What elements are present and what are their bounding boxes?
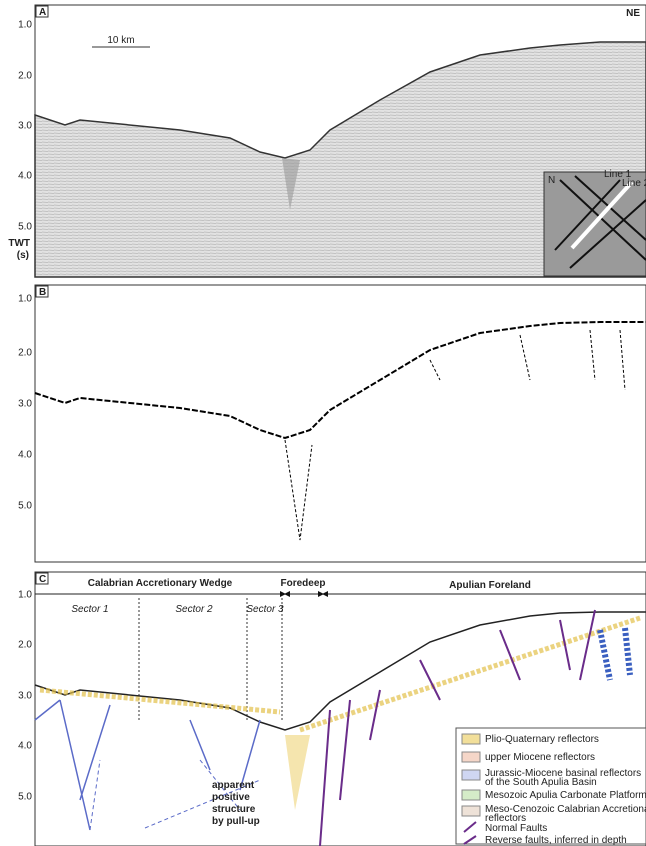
domain-label: Foredeep <box>280 578 325 589</box>
foredeep-fill <box>282 158 300 210</box>
tick-label: 3.0 <box>18 691 32 702</box>
tick-label: 5.0 <box>18 501 32 512</box>
axis-title: TWT <box>8 238 30 249</box>
legend-item: Reverse faults, inferred in depth <box>485 835 627 846</box>
scale-label: 10 km <box>107 35 134 46</box>
sector-label: Sector 1 <box>71 604 108 615</box>
tick-label: 4.0 <box>18 450 32 461</box>
tick-label: 3.0 <box>18 121 32 132</box>
domain-label: Calabrian Accretionary Wedge <box>88 578 233 589</box>
panel-label: A <box>39 7 46 18</box>
panel-label: C <box>39 574 46 585</box>
legend-item: Plio-Quaternary reflectors <box>485 734 599 745</box>
tick-label: 2.0 <box>18 348 32 359</box>
legend-item: reflectors <box>485 813 526 824</box>
inset-map: N Line 1 Line 2 <box>543 169 646 277</box>
tick-label: 1.0 <box>18 20 32 31</box>
legend-item: Meso-Cenozoic Calabrian Accretionary Wed… <box>485 804 646 815</box>
panel-label: B <box>39 287 46 298</box>
tick-label: 1.0 <box>18 590 32 601</box>
label-box <box>35 285 49 298</box>
tick-label: 2.0 <box>18 71 32 82</box>
sector-label: Sector 2 <box>175 604 213 615</box>
legend-item: upper Miocene reflectors <box>485 752 595 763</box>
tick-label: 2.0 <box>18 640 32 651</box>
annotation: apparent <box>212 780 255 791</box>
tick-label: 5.0 <box>18 792 32 803</box>
seafloor-reflector <box>34 321 646 440</box>
foredeep-fill <box>285 735 310 810</box>
sector-label: Sector 3 <box>246 604 284 615</box>
tick-label: 5.0 <box>18 222 32 233</box>
north-arrow: N <box>548 175 555 186</box>
tick-label: 4.0 <box>18 171 32 182</box>
tick-label: 4.0 <box>18 741 32 752</box>
inset-line-label: Line 1 <box>604 169 632 180</box>
label-box <box>35 572 49 585</box>
panel-b: B 1.0 2.0 3.0 4.0 5.0 <box>18 284 646 563</box>
domain-arrows <box>280 591 328 597</box>
plio-quaternary <box>39 615 641 733</box>
panel-frame <box>34 284 646 563</box>
annotation: structure <box>212 804 256 815</box>
normal-faults <box>319 609 596 846</box>
direction: NE <box>626 8 640 19</box>
seismic-section <box>34 41 646 278</box>
label-box <box>35 5 49 18</box>
legend-item: Jurassic-Miocene basinal reflectors <box>485 768 641 779</box>
reverse-faults <box>34 699 261 831</box>
panel-a: A NE 10 km 1.0 2.0 3.0 4.0 5.0 TWT (s) N… <box>8 4 646 278</box>
inset-line-label: Line 2 <box>622 178 646 189</box>
legend-item: Normal Faults <box>485 823 547 834</box>
axis-unit: (s) <box>17 250 29 261</box>
basinal-reflectors <box>597 627 633 681</box>
annotation: positive <box>212 792 250 803</box>
inferred-faults <box>89 759 261 831</box>
tick-label: 3.0 <box>18 399 32 410</box>
reflectors <box>284 329 626 541</box>
legend-item: of the South Apulia Basin <box>485 777 597 788</box>
panel-c: C Calabrian Accretionary Wedge Foredeep … <box>18 571 646 846</box>
legend: Plio-Quaternary reflectors upper Miocene… <box>455 727 646 846</box>
tick-label: 1.0 <box>18 294 32 305</box>
seafloor <box>34 611 646 731</box>
annotation: by pull-up <box>212 816 260 827</box>
domain-label: Apulian Foreland <box>449 580 531 591</box>
legend-item: Mesozoic Apulia Carbonate Platform refle… <box>485 790 646 801</box>
